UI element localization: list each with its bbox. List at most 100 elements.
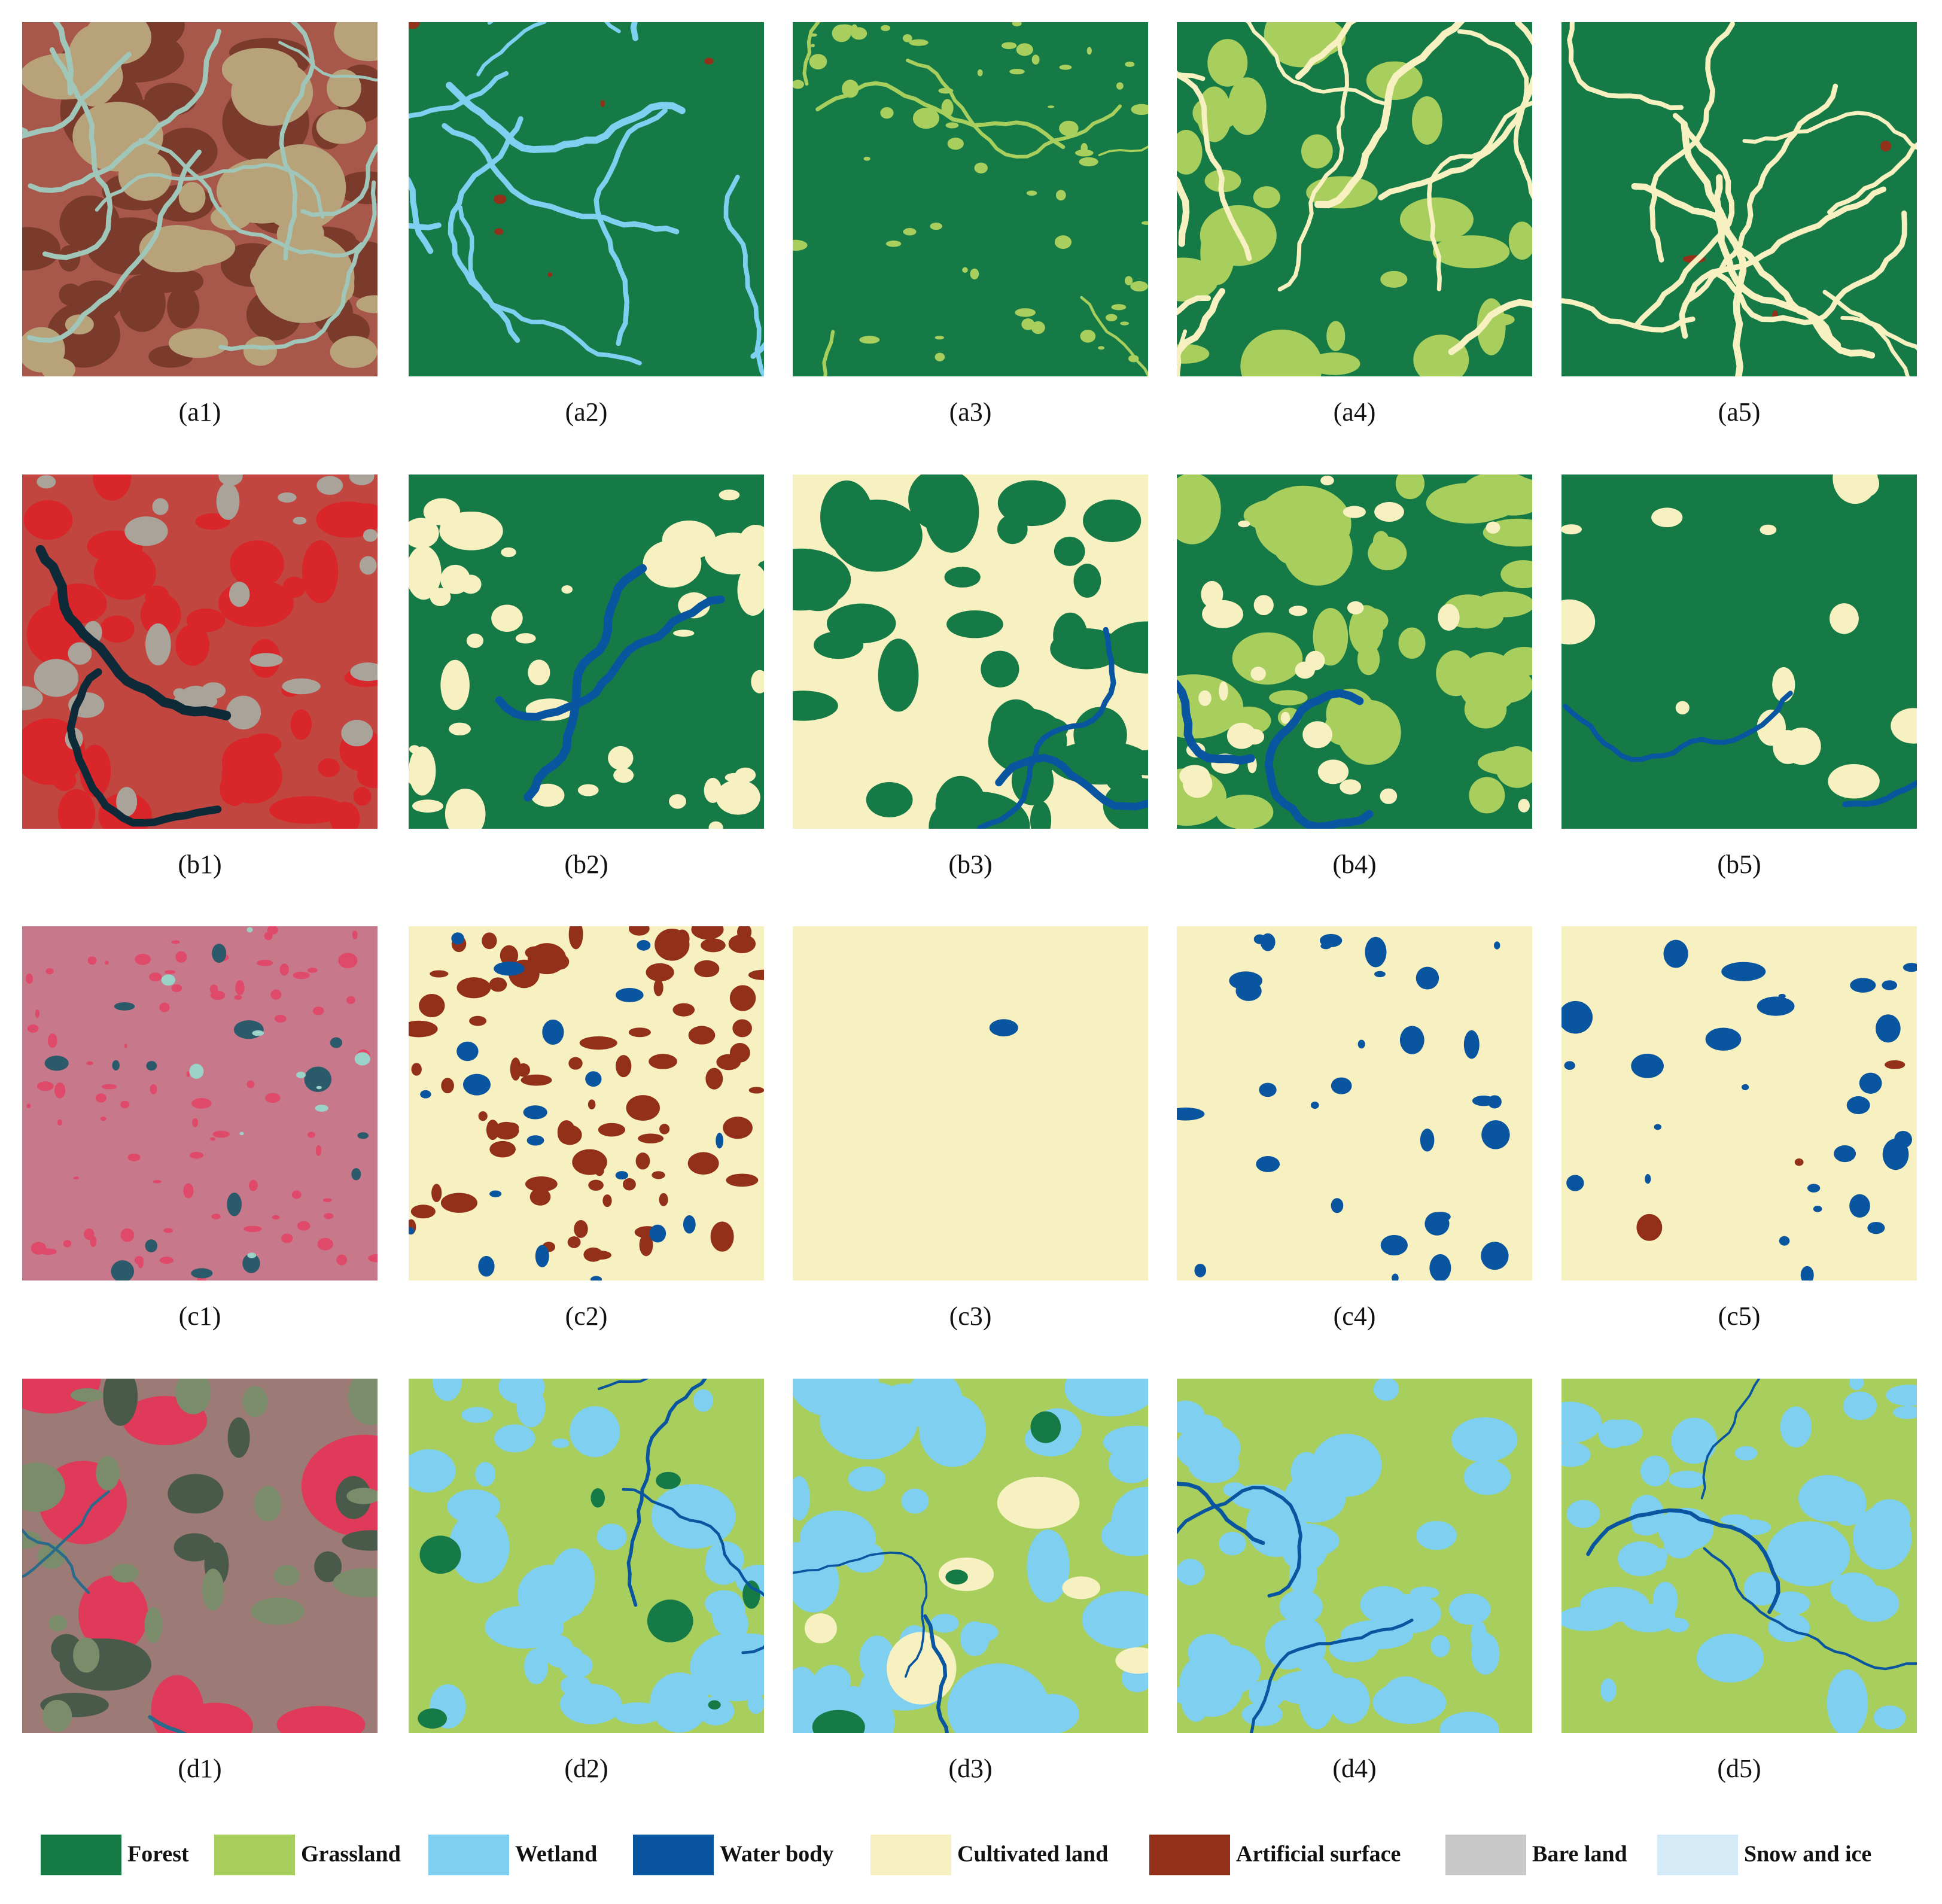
- river: [1295, 22, 1356, 80]
- patch: [550, 1548, 595, 1612]
- river: [1842, 780, 1917, 808]
- patch: [613, 1702, 662, 1724]
- river: [1703, 1547, 1917, 1671]
- patch: [1640, 1455, 1670, 1486]
- patch: [318, 758, 340, 777]
- patch: [966, 1623, 999, 1642]
- patch: [150, 1084, 157, 1094]
- patch: [341, 720, 373, 747]
- patch: [962, 267, 968, 273]
- patch: [1398, 627, 1426, 659]
- patch: [649, 1054, 677, 1069]
- patch: [96, 1456, 120, 1491]
- patch: [1882, 1139, 1909, 1170]
- patch: [432, 1379, 462, 1401]
- patch: [167, 285, 200, 329]
- patch: [441, 1078, 454, 1094]
- patch: [737, 564, 764, 616]
- patch: [31, 1242, 47, 1255]
- patch: [1827, 1669, 1868, 1733]
- patch: [1667, 1617, 1689, 1633]
- patch: [478, 1111, 488, 1121]
- patch: [1846, 1096, 1870, 1115]
- patch: [191, 1268, 213, 1279]
- river: [1378, 22, 1532, 200]
- patch: [1096, 1379, 1121, 1398]
- panel-caption: (a3): [949, 397, 992, 427]
- patch: [264, 1093, 281, 1103]
- patch: [547, 272, 553, 278]
- legend-swatch: [41, 1835, 121, 1875]
- patch: [643, 540, 702, 588]
- patch: [145, 1239, 158, 1252]
- patch: [1778, 993, 1786, 999]
- patch: [1768, 1613, 1810, 1643]
- patch: [705, 1067, 723, 1090]
- patch: [1487, 1095, 1502, 1109]
- patch: [652, 1171, 665, 1179]
- patch: [445, 788, 486, 829]
- patch: [1830, 1573, 1877, 1606]
- patch: [880, 107, 894, 119]
- map-panel: [409, 926, 764, 1281]
- panel-caption: (b4): [1332, 850, 1376, 879]
- legend-label: Forest: [127, 1842, 189, 1867]
- patch: [903, 227, 917, 236]
- patch: [1279, 1589, 1323, 1624]
- map-panel: [1177, 1379, 1532, 1733]
- river: [442, 123, 680, 235]
- patch: [494, 228, 504, 235]
- patch: [307, 968, 318, 973]
- patch: [26, 1103, 31, 1109]
- patch: [112, 1060, 120, 1071]
- patch: [466, 633, 484, 648]
- patch: [189, 1063, 204, 1079]
- patch: [552, 1438, 570, 1448]
- patch: [1669, 1470, 1706, 1489]
- map-panel: [409, 475, 764, 829]
- patch: [86, 1061, 94, 1066]
- patch: [1849, 1194, 1870, 1218]
- patch: [1194, 1263, 1207, 1278]
- patch: [1289, 1554, 1317, 1598]
- river: [1314, 22, 1465, 208]
- patch: [1448, 1593, 1491, 1625]
- patch: [216, 482, 240, 520]
- patch: [327, 69, 361, 108]
- patch: [1880, 141, 1892, 152]
- river: [300, 144, 378, 217]
- patch: [70, 280, 123, 322]
- patch: [1742, 1084, 1749, 1090]
- river: [22, 1528, 90, 1594]
- patch: [656, 1471, 681, 1489]
- patch: [1207, 39, 1248, 87]
- patch: [22, 1477, 52, 1500]
- panel-caption: (d4): [1332, 1754, 1376, 1783]
- patch: [515, 633, 536, 644]
- patch: [469, 1015, 487, 1026]
- patch: [127, 1153, 141, 1161]
- patch: [716, 1133, 724, 1149]
- patch: [1631, 1053, 1664, 1078]
- patch: [494, 194, 507, 204]
- patch: [409, 22, 420, 29]
- patch: [1313, 608, 1349, 666]
- patch: [274, 1565, 300, 1586]
- patch: [600, 100, 605, 108]
- patch: [989, 1019, 1018, 1036]
- patch: [100, 615, 135, 643]
- patch: [732, 1019, 752, 1038]
- river: [622, 1488, 764, 1654]
- patch: [144, 1607, 163, 1643]
- patch: [192, 1118, 199, 1127]
- patch: [1767, 1521, 1850, 1587]
- patch: [48, 1615, 68, 1632]
- map-panel: [22, 475, 378, 829]
- patch: [673, 629, 695, 637]
- river: [723, 175, 764, 376]
- patch: [430, 970, 449, 978]
- patch: [478, 1255, 495, 1277]
- patch: [935, 336, 944, 340]
- patch: [1183, 769, 1213, 798]
- patch: [1600, 1678, 1617, 1702]
